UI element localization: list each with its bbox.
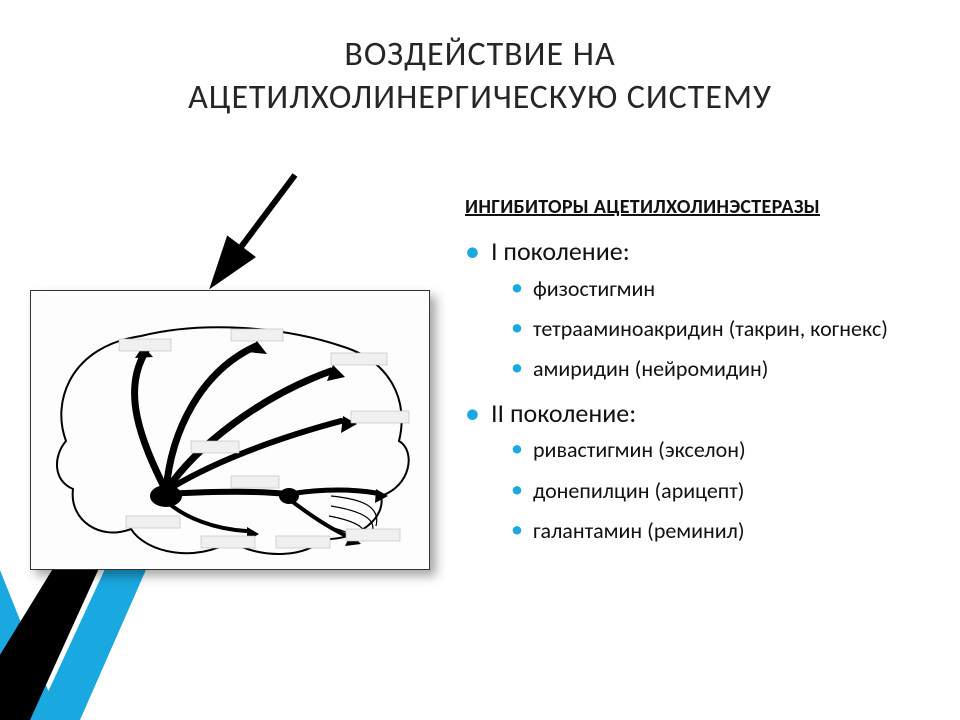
title-line-2: АЦЕТИЛХОЛИНЕРГИЧЕСКУЮ СИСТЕМУ [188,77,772,118]
list-item: галантамин (реминил) [511,518,935,544]
slide-title: ВОЗДЕЙСТВИЕ НА АЦЕТИЛХОЛИНЕРГИЧЕСКУЮ СИС… [0,34,960,119]
content-subheading: ИНГИБИТОРЫ АЦЕТИЛХОЛИНЭСТЕРАЗЫ [465,195,935,219]
list-item: амиридин (нейромидин) [511,356,935,382]
list-item: тетрааминоакридин (такрин, когнекс) [511,316,935,342]
list-item: физостигмин [511,276,935,302]
pointer-arrow [185,165,325,310]
generation-2: II поколение: ривастигмин (экселон) доне… [465,397,935,545]
list-item: донепилцин (арицепт) [511,478,935,504]
generation-2-items: ривастигмин (экселон) донепилцин (арицеп… [491,437,935,544]
generation-1: I поколение: физостигмин тетрааминоакрид… [465,235,935,383]
list-item: ривастигмин (экселон) [511,437,935,463]
generation-2-label: II поколение: [491,397,636,429]
content-panel: ИНГИБИТОРЫ АЦЕТИЛХОЛИНЭСТЕРАЗЫ I поколен… [465,195,935,558]
generation-list: I поколение: физостигмин тетрааминоакрид… [465,235,935,544]
title-line-1: ВОЗДЕЙСТВИЕ НА [344,34,615,75]
slide: ВОЗДЕЙСТВИЕ НА АЦЕТИЛХОЛИНЕРГИЧЕСКУЮ СИС… [0,0,960,720]
generation-1-items: физостигмин тетрааминоакридин (такрин, к… [491,276,935,383]
generation-1-label: I поколение: [491,235,630,267]
brain-diagram [30,290,430,570]
